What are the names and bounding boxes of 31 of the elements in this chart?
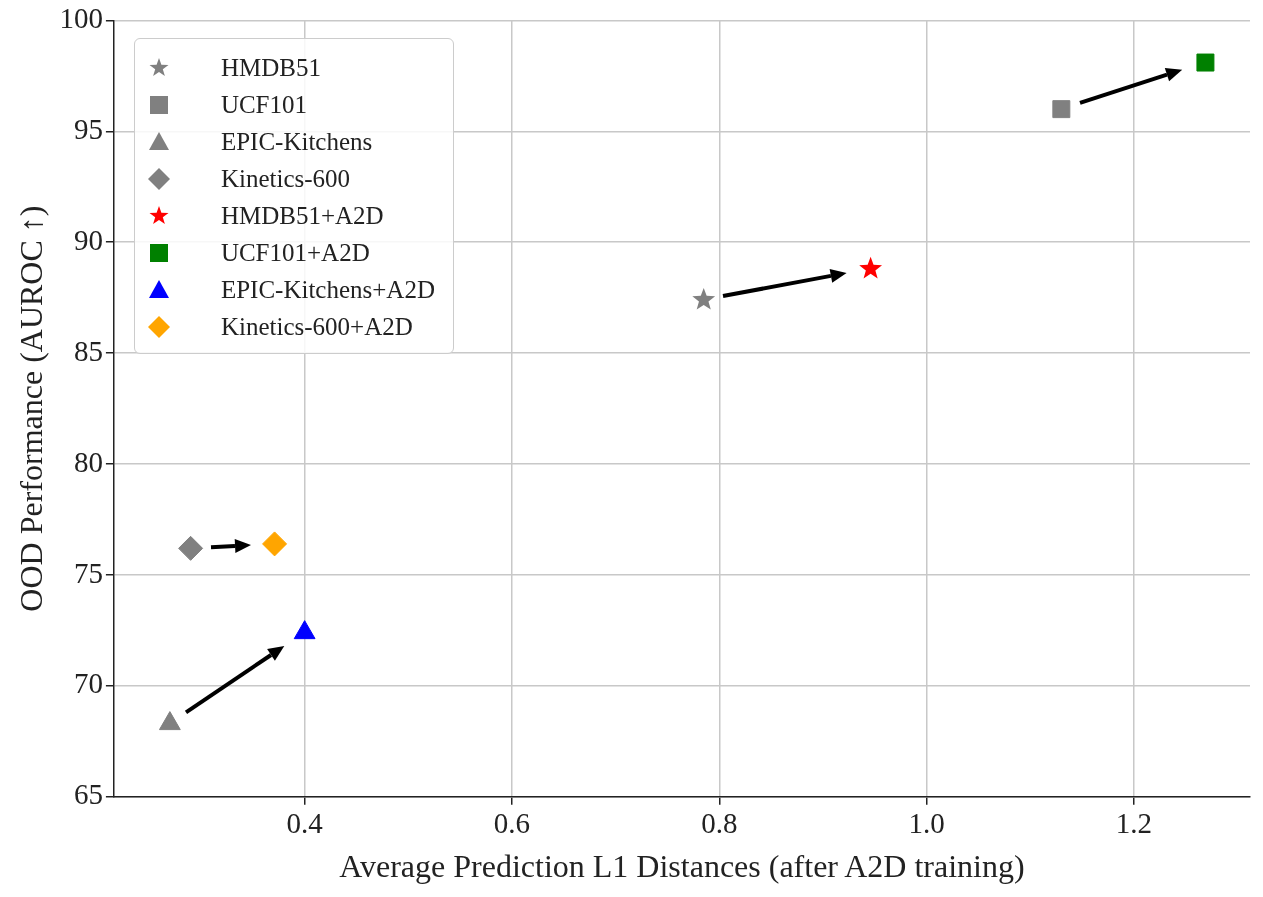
- x-tick-label: 1.2: [1115, 806, 1153, 839]
- point: [178, 535, 204, 561]
- point: [1196, 53, 1215, 72]
- x-tick-label: 0.8: [701, 806, 738, 839]
- legend-label: HMDB51: [220, 53, 321, 82]
- point: [262, 531, 288, 557]
- point: [859, 256, 883, 279]
- y-tick-label: 90: [73, 223, 103, 256]
- legend-label: EPIC-Kitchens+A2D: [220, 275, 435, 304]
- y-tick-label: 85: [73, 334, 103, 367]
- x-axis-title: Average Prediction L1 Distances (after A2D training): [339, 848, 1025, 885]
- legend-label: Kinetics-600+A2D: [220, 312, 413, 341]
- x-tick-label: 0.6: [493, 806, 531, 839]
- y-tick-label: 65: [73, 778, 103, 811]
- y-tick-label: 100: [59, 2, 103, 35]
- y-tick-label: 70: [73, 667, 103, 700]
- point: [293, 620, 316, 640]
- legend-label: UCF101+A2D: [220, 238, 370, 267]
- y-tick-label: 95: [73, 112, 103, 145]
- legend-label: HMDB51+A2D: [220, 201, 384, 230]
- y-tick-label: 80: [73, 445, 103, 478]
- point: [1052, 100, 1071, 119]
- legend-label: EPIC-Kitchens: [220, 127, 373, 156]
- point: [158, 711, 181, 731]
- x-tick-label: 0.4: [286, 806, 324, 839]
- y-tick-label: 75: [73, 556, 103, 589]
- y-axis-title: OOD Performance (AUROC ↑): [12, 205, 49, 612]
- legend-label: Kinetics-600: [220, 164, 351, 193]
- x-tick-label: 1.0: [908, 806, 945, 839]
- point: [692, 287, 716, 310]
- legend-label: UCF101: [220, 90, 308, 119]
